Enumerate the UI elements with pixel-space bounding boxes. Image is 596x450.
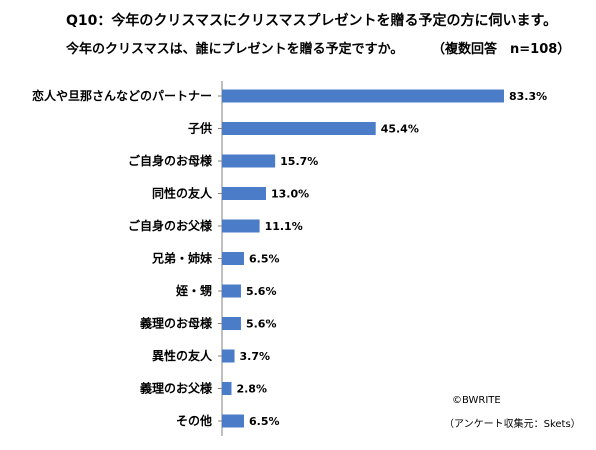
bar — [222, 122, 376, 135]
category-label: 義理のお母様 — [140, 316, 213, 331]
category-label: ご自身のお母様 — [128, 153, 213, 168]
value-label: 2.8% — [236, 383, 267, 396]
category-label: 異性の友人 — [152, 348, 213, 363]
bar — [222, 252, 245, 265]
category-label: 義理のお父様 — [140, 381, 213, 396]
bar — [222, 317, 241, 330]
source-label: （アンケート収集元：Skets） — [444, 419, 581, 430]
category-label: 兄弟・姉妹 — [151, 251, 213, 266]
value-label: 5.6% — [246, 285, 277, 298]
value-label: 15.7% — [280, 155, 318, 168]
bar — [222, 414, 245, 428]
respondent-note: （複数回答 n=108） — [432, 42, 571, 57]
category-label: ご自身のお父様 — [128, 218, 213, 233]
value-label: 11.1% — [265, 220, 303, 233]
category-label: 恋人や旦那さんなどのパートナー — [32, 88, 212, 103]
value-label: 3.7% — [240, 350, 271, 363]
value-label: 13.0% — [271, 188, 309, 201]
chart-question: Q10：今年のクリスマスにクリスマスプレゼントを贈る予定の方に伺います。 — [66, 13, 558, 29]
bar — [222, 187, 267, 200]
value-label: 6.5% — [249, 415, 280, 428]
bar — [222, 382, 232, 395]
category-label: 子供 — [188, 121, 212, 136]
chart-subquestion: 今年のクリスマスは、誰にプレゼントを贈る予定ですか。 — [66, 42, 404, 57]
value-label: 6.5% — [249, 253, 280, 266]
category-label: 姪・甥 — [175, 283, 212, 298]
category-label: その他 — [176, 413, 212, 428]
copyright-label: ©BWRITE — [452, 395, 501, 406]
value-label: 83.3% — [509, 90, 547, 103]
bar — [222, 349, 235, 363]
value-label: 5.6% — [246, 318, 277, 331]
value-label: 45.4% — [381, 123, 419, 136]
bar — [222, 219, 260, 233]
bar — [222, 284, 241, 298]
bar — [222, 89, 504, 103]
bar — [222, 154, 276, 168]
category-label: 同性の友人 — [152, 186, 213, 201]
